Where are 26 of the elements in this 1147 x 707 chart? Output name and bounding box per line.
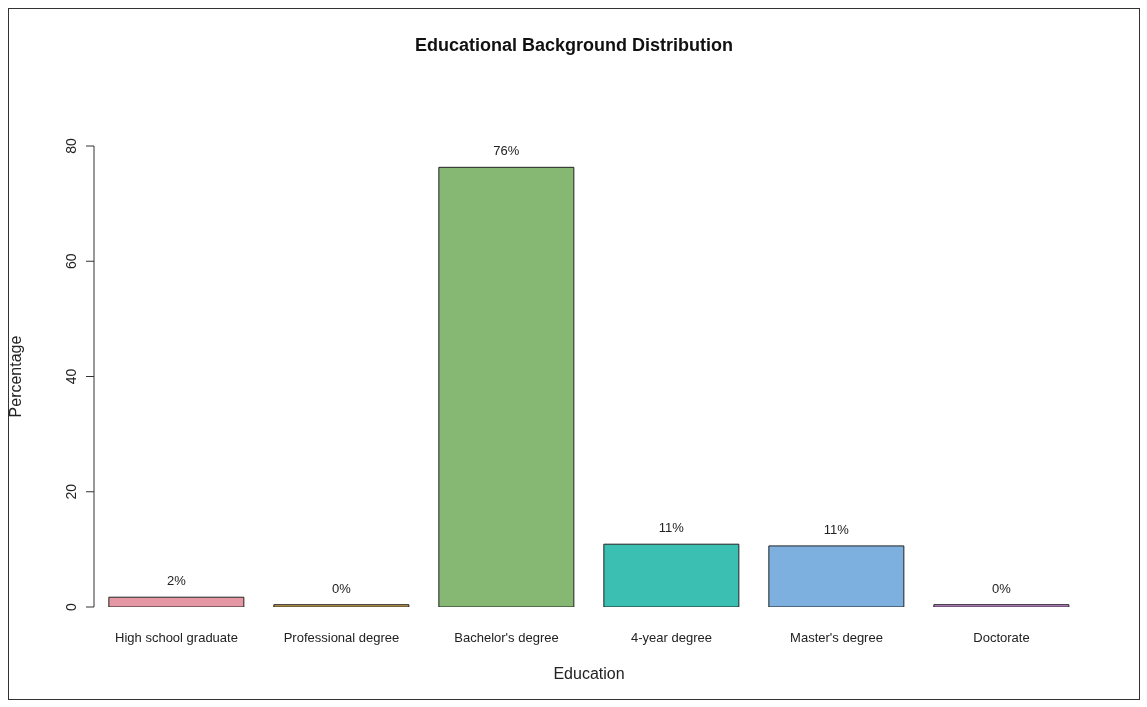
data-label: 0% <box>331 580 352 596</box>
data-label: 0% <box>991 580 1012 596</box>
bar <box>768 545 905 607</box>
bar <box>108 596 245 607</box>
chart-title: Educational Background Distribution <box>414 35 734 56</box>
x-tick-label: Master's degree <box>790 630 883 646</box>
bar <box>438 166 575 607</box>
bar <box>603 543 740 607</box>
x-tick-label: 4-year degree <box>631 630 712 646</box>
data-label: 76% <box>493 143 520 159</box>
x-tick-label: Doctorate <box>973 630 1030 646</box>
data-label: 11% <box>658 520 685 536</box>
x-tick-label: High school graduate <box>115 630 238 646</box>
bar <box>933 604 1070 607</box>
x-tick-label: Professional degree <box>283 630 400 646</box>
y-tick-label: 60 <box>63 253 79 270</box>
y-tick-label: 0 <box>63 602 79 611</box>
y-tick-label: 20 <box>63 483 79 500</box>
x-axis-title: Education <box>553 665 625 682</box>
data-label: 2% <box>166 573 187 589</box>
y-tick-label: 80 <box>63 138 79 154</box>
data-label: 11% <box>823 521 850 537</box>
y-tick-label: 40 <box>63 368 79 385</box>
y-axis-title: Percentage <box>6 335 24 418</box>
x-tick-label: Bachelor's degree <box>454 630 559 646</box>
bar <box>273 604 410 607</box>
